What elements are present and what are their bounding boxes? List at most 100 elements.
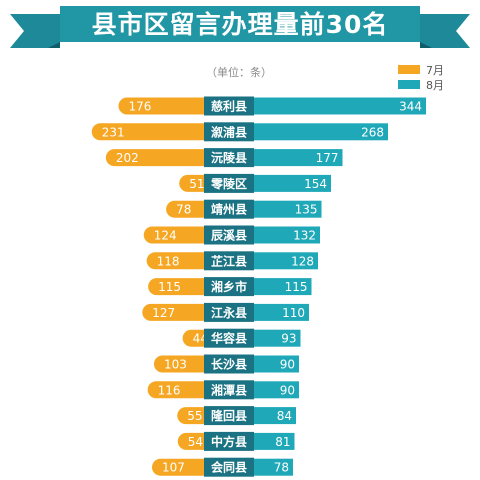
bar-august-13 — [254, 432, 295, 450]
value-label-august-2: 177 — [316, 151, 339, 165]
category-label-11: 湘潭县 — [211, 382, 247, 397]
bar-july-11 — [147, 381, 212, 399]
value-label-july-12: 55 — [187, 409, 202, 423]
category-label-13: 中方县 — [211, 434, 247, 449]
value-label-july-4: 78 — [176, 203, 191, 217]
category-box-5 — [204, 225, 254, 245]
category-label-10: 长沙县 — [211, 357, 247, 372]
category-label-0: 慈利县 — [211, 99, 247, 114]
value-label-july-5: 124 — [154, 229, 177, 243]
banner-right-tail — [420, 14, 470, 48]
bar-july-14 — [151, 458, 212, 476]
value-label-july-11: 116 — [158, 383, 181, 397]
bar-july-8 — [142, 303, 212, 321]
bar-july-1 — [91, 123, 212, 141]
bar-july-4 — [166, 200, 212, 218]
banner-right-fold — [420, 42, 432, 48]
category-box-2 — [204, 148, 254, 168]
legend-item-july: 7月 — [398, 62, 444, 77]
bar-august-6 — [254, 252, 318, 270]
legend-swatch-august — [398, 80, 420, 89]
category-label-1: 溆浦县 — [211, 124, 247, 139]
category-label-6: 芷江县 — [211, 253, 247, 268]
category-box-7 — [204, 277, 254, 297]
value-label-august-7: 115 — [285, 280, 308, 294]
banner-left-fold — [48, 42, 60, 48]
legend-item-august: 8月 — [398, 77, 444, 92]
bar-august-8 — [254, 303, 309, 321]
bar-july-7 — [148, 278, 212, 296]
bar-august-9 — [254, 329, 301, 347]
value-label-july-2: 202 — [116, 151, 139, 165]
value-label-august-5: 132 — [293, 229, 316, 243]
bar-july-12 — [177, 407, 212, 425]
category-label-12: 隆回县 — [211, 408, 247, 423]
value-label-july-8: 127 — [152, 306, 175, 320]
unit-note: （单位：条） — [206, 66, 272, 79]
category-box-4 — [204, 199, 254, 219]
legend-label-august: 8月 — [426, 78, 444, 92]
bar-july-3 — [179, 174, 212, 192]
category-label-14: 会同县 — [211, 460, 247, 475]
banner-main — [60, 6, 420, 42]
bar-july-6 — [146, 252, 212, 270]
chart-title: 县市区留言办理量前30名 — [91, 10, 389, 39]
value-label-august-0: 344 — [399, 100, 422, 114]
bar-august-7 — [254, 278, 312, 296]
value-label-august-13: 81 — [275, 435, 290, 449]
category-label-4: 靖州县 — [211, 202, 247, 217]
category-box-11 — [204, 380, 254, 400]
category-box-14 — [204, 457, 254, 477]
value-label-august-11: 90 — [280, 383, 295, 397]
bar-july-5 — [143, 226, 212, 244]
category-box-1 — [204, 122, 254, 142]
category-label-2: 沅陵县 — [211, 150, 247, 165]
category-box-3 — [204, 173, 254, 193]
bar-july-2 — [105, 149, 212, 167]
category-label-9: 华容县 — [211, 331, 247, 346]
bar-august-0 — [254, 97, 426, 115]
category-box-6 — [204, 251, 254, 271]
value-label-july-6: 118 — [157, 254, 180, 268]
bar-august-4 — [254, 200, 322, 218]
bar-august-11 — [254, 381, 299, 399]
bar-august-1 — [254, 123, 388, 141]
bar-august-12 — [254, 407, 296, 425]
legend-swatch-july — [398, 65, 420, 74]
category-box-0 — [204, 96, 254, 116]
value-label-july-10: 103 — [164, 358, 187, 372]
value-label-july-13: 54 — [188, 435, 203, 449]
value-label-july-1: 231 — [102, 125, 125, 139]
bar-july-0 — [118, 97, 212, 115]
category-box-12 — [204, 406, 254, 426]
bar-august-3 — [254, 174, 331, 192]
value-label-august-14: 78 — [274, 461, 289, 475]
category-label-7: 湘乡市 — [211, 279, 247, 294]
legend: 7月 8月 — [398, 62, 444, 92]
value-label-august-12: 84 — [277, 409, 292, 423]
category-box-8 — [204, 302, 254, 322]
value-label-july-0: 176 — [128, 100, 151, 114]
bar-august-2 — [254, 149, 343, 167]
value-label-august-10: 90 — [280, 358, 295, 372]
value-label-august-3: 154 — [304, 177, 327, 191]
category-label-8: 江永县 — [211, 305, 247, 320]
value-label-july-7: 115 — [158, 280, 181, 294]
legend-label-july: 7月 — [426, 63, 444, 77]
bar-august-10 — [254, 355, 299, 373]
bar-july-13 — [177, 432, 212, 450]
bar-july-10 — [153, 355, 212, 373]
category-box-9 — [204, 328, 254, 348]
value-label-august-6: 128 — [291, 254, 314, 268]
category-label-5: 辰溪县 — [211, 228, 247, 243]
value-label-august-9: 93 — [281, 332, 296, 346]
bar-august-5 — [254, 226, 320, 244]
value-label-august-1: 268 — [361, 125, 384, 139]
title-banner — [10, 6, 470, 48]
banner-left-tail — [10, 14, 60, 48]
bar-august-14 — [254, 458, 293, 476]
category-box-13 — [204, 431, 254, 451]
value-label-august-4: 135 — [295, 203, 318, 217]
value-label-august-8: 110 — [282, 306, 305, 320]
